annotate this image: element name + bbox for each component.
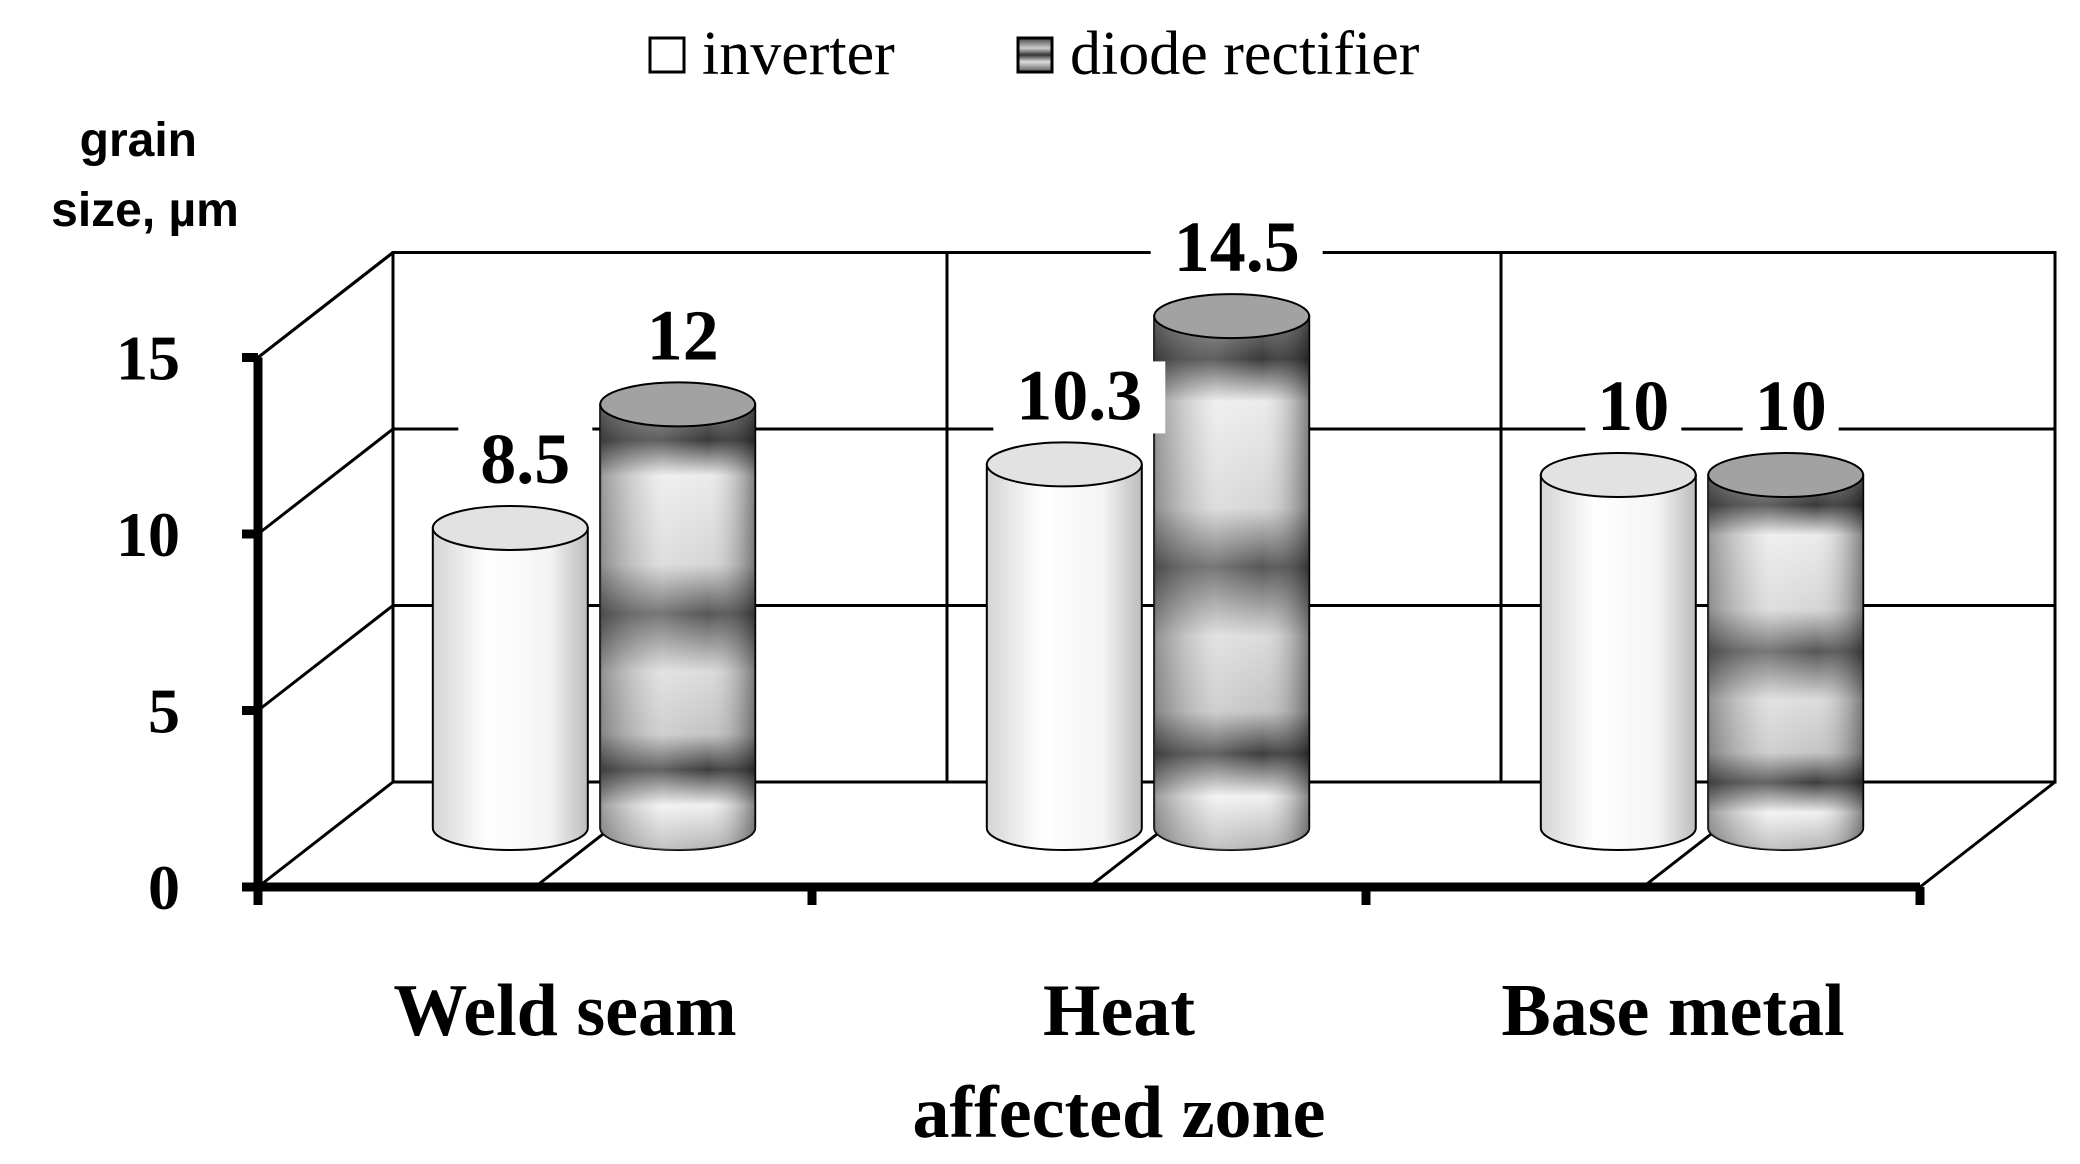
data-label-text: 8.5 [480, 419, 570, 499]
category-label-line: affected zone [913, 1072, 1326, 1154]
data-label-bg [1585, 372, 1682, 444]
data-label-bg [1150, 213, 1323, 286]
gridline-diagonal-10 [257, 427, 394, 536]
data-label-inverter-0: 8.5 [458, 419, 593, 499]
data-label-bg [634, 301, 731, 374]
data-label-diode-rectifier-2: 10 [1742, 366, 1839, 446]
bar-top [599, 381, 757, 428]
data-label-bg [1742, 372, 1839, 444]
bar-body [985, 463, 1143, 851]
category-labels: Weld seam Heat affected zone Base metal [393, 970, 1844, 1154]
legend-label-diode-rectifier: diode rectifier [1070, 20, 1420, 88]
data-label-inverter-2: 10 [1585, 366, 1682, 446]
category-label-0: Weld seam [393, 970, 736, 1052]
category-label-line: Weld seam [393, 970, 736, 1052]
bar-shading [1708, 475, 1864, 850]
data-labels: 8.5 12 10.3 14.5 10 10 [458, 207, 1839, 499]
data-label-diode-rectifier-1: 14.5 [1150, 207, 1323, 287]
bar-top [985, 441, 1143, 488]
bars [431, 293, 1865, 851]
legend: inverter diode rectifier [648, 20, 1420, 88]
bar-shading [600, 404, 756, 850]
data-label-inverter-1: 10.3 [993, 355, 1166, 435]
category-label-line: Base metal [1501, 970, 1844, 1052]
y-axis-title: grain size, µm [51, 114, 239, 237]
legend-swatch-inverter [648, 36, 686, 74]
category-label-line: Heat [1043, 970, 1195, 1052]
bar-inverter-0 [431, 504, 589, 851]
bar-inverter-2 [1539, 452, 1697, 851]
bar-top [1707, 452, 1865, 498]
data-label-text: 10.3 [1016, 355, 1142, 435]
gridline-diagonal-15 [257, 251, 394, 359]
bar-body [431, 526, 589, 851]
bar-top [431, 504, 589, 551]
data-label-bg [993, 361, 1166, 434]
y-tick-label-5: 5 [148, 676, 180, 747]
bar-inverter-1 [985, 441, 1143, 851]
gridline-diagonal-5 [257, 604, 394, 712]
category-label-1: Heat affected zone [913, 970, 1326, 1154]
axes: 0 5 10 15 [116, 323, 1925, 923]
bar-top [1153, 293, 1311, 340]
y-tick-label-10: 10 [116, 499, 180, 570]
legend-swatch-diode-rectifier [1016, 36, 1054, 74]
bar-body [1539, 474, 1697, 851]
data-label-text: 10 [1597, 366, 1669, 446]
y-tick-label-15: 15 [116, 323, 180, 394]
data-label-diode-rectifier-0: 12 [634, 295, 731, 375]
category-label-2: Base metal [1501, 970, 1844, 1052]
bar-shading [1154, 316, 1310, 850]
data-label-text: 10 [1755, 366, 1827, 446]
bar-diode-rectifier-2 [1707, 452, 1865, 851]
data-label-text: 14.5 [1174, 207, 1300, 287]
floor-left-edge [257, 780, 394, 889]
legend-label-inverter: inverter [702, 20, 895, 88]
y-tick-label-0: 0 [148, 852, 180, 923]
bar-diode-rectifier-0 [599, 381, 757, 851]
data-label-bg [458, 424, 593, 497]
bar-diode-rectifier-1 [1153, 293, 1311, 851]
data-label-text: 12 [647, 295, 719, 375]
bar-top [1539, 452, 1697, 498]
floor-right-edge [1919, 780, 2056, 889]
